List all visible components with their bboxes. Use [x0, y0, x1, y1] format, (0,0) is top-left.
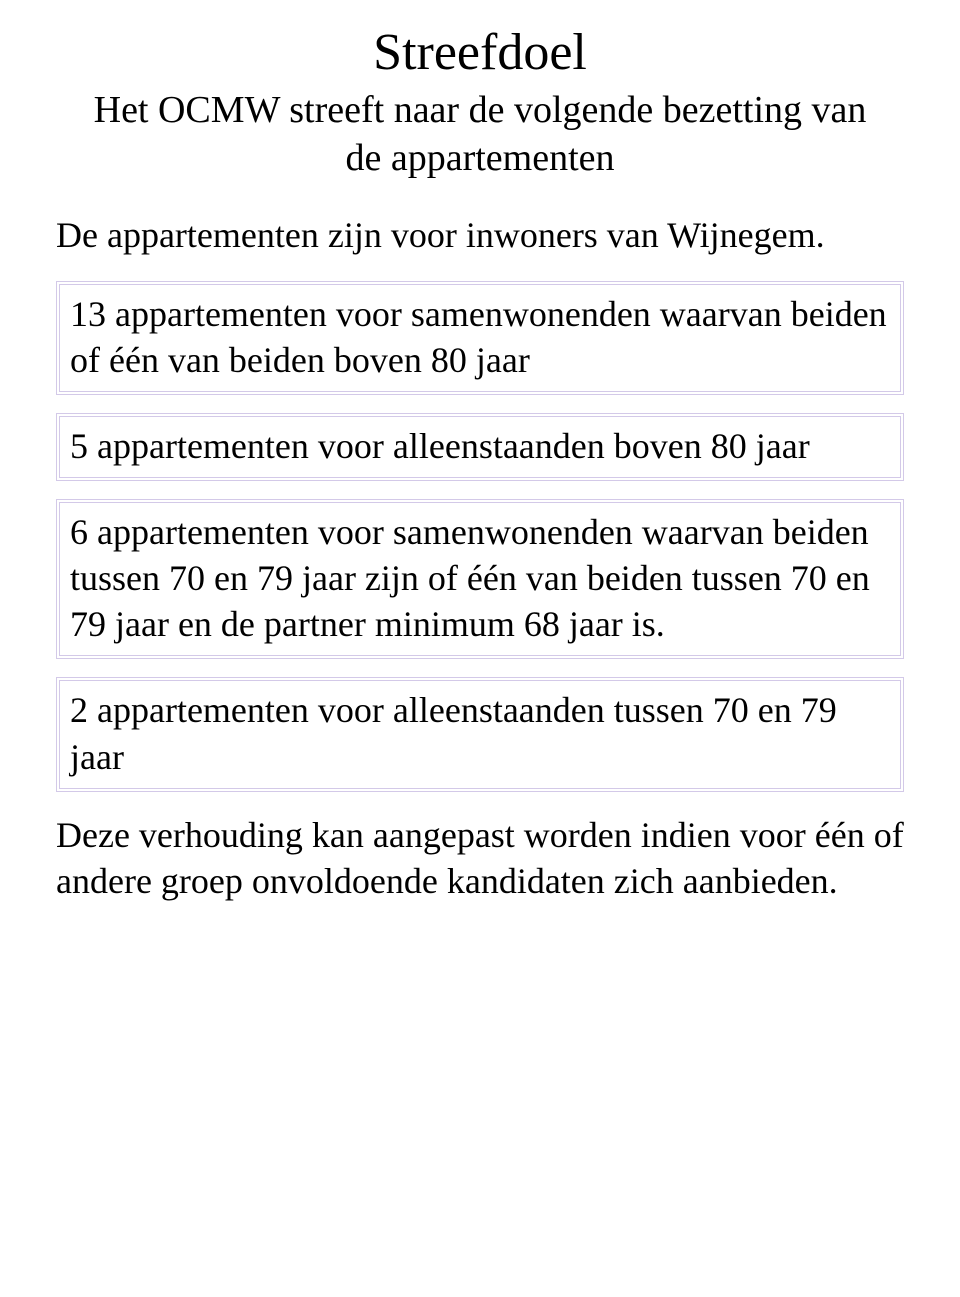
page-subtitle: Het OCMW streeft naar de volgende bezett… — [80, 87, 880, 182]
criteria-box: 13 appartementen voor samenwonenden waar… — [56, 281, 904, 395]
intro-paragraph: De appartementen zijn voor inwoners van … — [56, 212, 904, 259]
criteria-box: 2 appartementen voor alleenstaanden tuss… — [56, 677, 904, 791]
outro-paragraph: Deze verhouding kan aangepast worden ind… — [56, 812, 904, 906]
criteria-box: 6 appartementen voor samenwonenden waarv… — [56, 499, 904, 659]
page-title: Streefdoel — [56, 24, 904, 81]
criteria-box: 5 appartementen voor alleenstaanden bove… — [56, 413, 904, 481]
